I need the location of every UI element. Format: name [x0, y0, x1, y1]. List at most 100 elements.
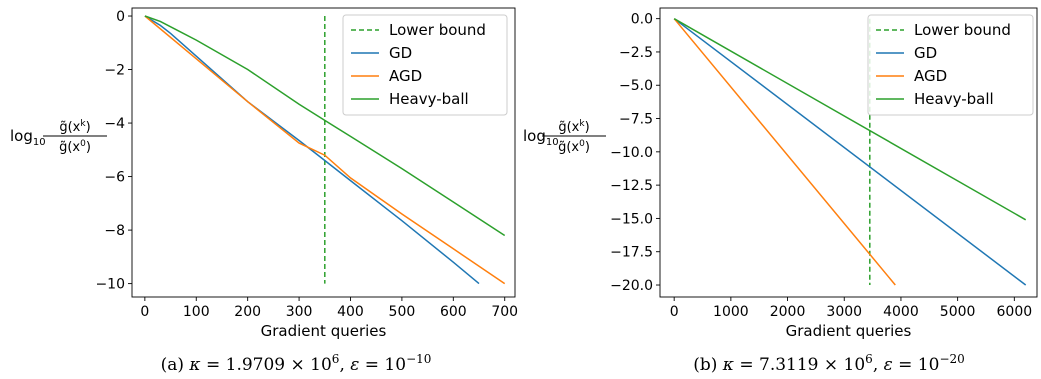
chart-a-y-tick-label: −6: [104, 170, 125, 186]
chart-a-caption-kappa-exp: 6: [332, 352, 340, 366]
chart-a-x-tick-label: 400: [337, 304, 364, 320]
chart-a-caption-times: × 10: [285, 355, 332, 375]
chart-a-x-tick-label: 0: [140, 304, 149, 320]
chart-a-y-tick-label: −10: [95, 277, 125, 293]
chart-a-y-label-num-sup: k: [80, 119, 86, 129]
chart-a-y-axis-label: log10: [10, 127, 46, 148]
chart-b-caption: (b) κ = 7.3119 × 106, ε = 10−20: [693, 352, 965, 375]
chart-a-x-axis-label: Gradient queries: [261, 322, 387, 340]
chart-b-y-tick-label: −10.0: [610, 145, 653, 161]
chart-b-x-tick-label: 1000: [713, 304, 749, 320]
chart-a-series-gd: [144, 15, 480, 285]
chart-b-x-tick-label: 5000: [940, 304, 976, 320]
chart-b-series-heavy-ball: [673, 18, 1027, 221]
chart-a-x-tick-label: 200: [234, 304, 261, 320]
chart-a-y-label-sub: 10: [33, 137, 46, 148]
chart-a-y-label-den-sup: 0: [80, 139, 86, 149]
chart-b-x-tick-label: 3000: [826, 304, 862, 320]
chart-b-y-label-sub: 10: [546, 137, 559, 148]
chart-a-y-tick-label: 0: [116, 9, 125, 25]
chart-a-x-tick-label: 700: [491, 304, 518, 320]
chart-b-legend-label: GD: [914, 44, 937, 62]
chart-b-y-label-num-sup: k: [579, 119, 585, 129]
chart-a-legend: Lower bound GD AGD Heavy-ball: [342, 14, 508, 116]
chart-b-x-axis-label: Gradient queries: [786, 322, 912, 340]
chart-b-caption-eq2: = 10: [893, 355, 940, 375]
chart-b-y-label-log: log: [523, 127, 546, 145]
chart-b-caption-times: × 10: [818, 355, 865, 375]
chart-b-x-tick-label: 6000: [997, 304, 1033, 320]
chart-b-y-tick-label: −5.0: [619, 78, 653, 94]
chart-b-legend-box: [867, 14, 1034, 116]
chart-b-y-label-numerator: g̃(xk): [558, 119, 589, 135]
chart-b-caption-eq1: =: [734, 355, 759, 375]
chart-a-caption-comma: ,: [339, 355, 350, 375]
chart-b-y-label-den-close: ): [585, 140, 590, 155]
chart-a-caption-eq1: =: [201, 355, 226, 375]
chart-a-ticks: 0 100 200 300 400 500 600 700 0 −2 −4 −6 −8 −10: [95, 9, 518, 320]
chart-b-series-gd: [673, 18, 1027, 286]
chart-a-legend-label: AGD: [389, 67, 422, 85]
chart-b-plot-frame: [659, 7, 1038, 298]
chart-b-caption-kappa-mantissa: 7.3119: [759, 355, 818, 375]
chart-b-caption-kappa: κ: [722, 355, 734, 375]
chart-b-y-label-den-sup: 0: [579, 139, 585, 149]
chart-a-x-tick-label: 600: [440, 304, 467, 320]
chart-b-legend-label: AGD: [914, 67, 947, 85]
chart-a-x-tick-label: 300: [286, 304, 313, 320]
chart-b-x-tick-label: 0: [670, 304, 679, 320]
chart-b-y-label-denominator: g̃(x0): [558, 139, 590, 155]
chart-a-y-label-log: log: [10, 127, 33, 145]
chart-a-series-heavy-ball: [144, 15, 506, 237]
chart-a-y-label-denominator: g̃(x0): [59, 139, 91, 155]
chart-a-x-tick-label: 500: [389, 304, 416, 320]
chart-a-series-agd: [144, 15, 506, 285]
chart-b-y-label-den-base: g̃(x: [558, 140, 579, 155]
chart-b-y-tick-label: 0.0: [631, 12, 653, 28]
chart-b-caption-comma: ,: [873, 355, 884, 375]
chart-b-x-tick-label: 4000: [883, 304, 919, 320]
chart-a-y-tick-label: −2: [104, 63, 125, 79]
chart-a-legend-label: Lower bound: [389, 21, 486, 39]
chart-b-caption-eps-exp: −20: [939, 352, 964, 366]
chart-a-caption-prefix: (a): [161, 355, 190, 375]
chart-b-y-label-num-close: ): [585, 120, 590, 135]
chart-a-legend-label: Heavy-ball: [389, 90, 469, 108]
chart-b-legend-label: Heavy-ball: [914, 90, 994, 108]
chart-b-ticks: 0 1000 2000 3000 4000 5000 6000 0.0 −2.5 −5.0 −7.5…: [610, 12, 1032, 320]
chart-a-y-label-den-base: g̃(x: [59, 140, 80, 155]
chart-a-caption-eps-exp: −10: [406, 352, 431, 366]
chart-a-marks: [144, 15, 506, 285]
chart-b: 0 1000 2000 3000 4000 5000 6000 0.0 −2.5 −5.0 −7.5…: [523, 7, 1038, 375]
chart-a-caption-kappa-mantissa: 1.9709: [226, 355, 285, 375]
chart-b-series-agd: [673, 18, 896, 286]
chart-b-caption-eps: ε: [884, 355, 893, 375]
chart-b-y-tick-label: −7.5: [619, 112, 653, 128]
chart-b-legend: Lower bound GD AGD Heavy-ball: [867, 14, 1034, 116]
chart-b-x-tick-label: 2000: [770, 304, 806, 320]
chart-b-legend-label: Lower bound: [914, 21, 1011, 39]
chart-a-caption-kappa: κ: [188, 355, 200, 375]
chart-a-caption: (a) κ = 1.9709 × 106, ε = 10−10: [161, 352, 432, 375]
chart-a-legend-label: GD: [389, 44, 412, 62]
chart-b-y-tick-label: −15.0: [610, 211, 653, 227]
chart-b-caption-kappa-exp: 6: [865, 352, 873, 366]
chart-a-y-label-numerator: g̃(xk): [59, 119, 90, 135]
chart-a-legend-box: [342, 14, 508, 116]
chart-b-y-label-num-base: g̃(x: [558, 120, 579, 135]
chart-a-caption-eq2: = 10: [359, 355, 406, 375]
chart-b-y-tick-label: −17.5: [610, 245, 653, 261]
chart-a-y-label-num-close: ): [86, 120, 91, 135]
chart-b-y-axis-label: log10: [523, 127, 559, 148]
chart-a-x-tick-label: 100: [183, 304, 210, 320]
chart-b-y-tick-label: −20.0: [610, 278, 653, 294]
chart-a-plot-frame: [131, 7, 516, 298]
chart-b-y-tick-label: −2.5: [619, 45, 653, 61]
chart-b-y-tick-label: −12.5: [610, 178, 653, 194]
chart-a-caption-eps: ε: [350, 355, 359, 375]
chart-a-y-tick-label: −4: [104, 116, 125, 132]
chart-a-y-tick-label: −8: [104, 223, 125, 239]
chart-a-y-label-den-close: ): [86, 140, 91, 155]
